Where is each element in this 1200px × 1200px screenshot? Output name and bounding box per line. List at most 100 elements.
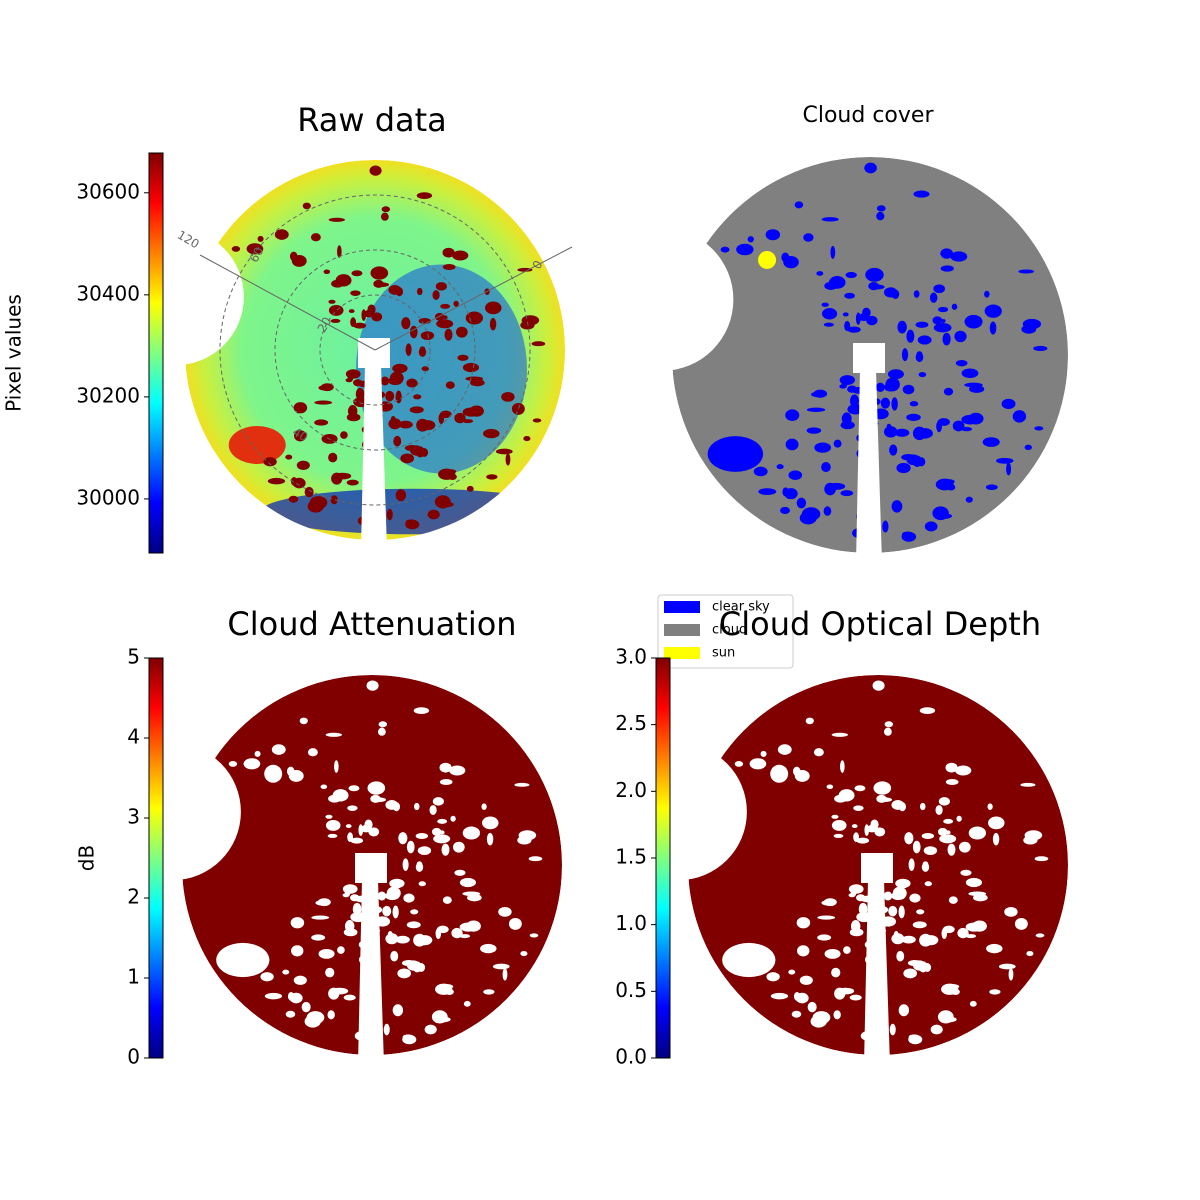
blob	[416, 287, 423, 296]
blob	[392, 363, 408, 374]
blob	[333, 472, 352, 480]
pole-head	[853, 343, 885, 373]
sky-image	[182, 675, 562, 1065]
blob	[922, 861, 929, 866]
blob	[982, 437, 1000, 447]
blob	[913, 190, 930, 198]
blob	[532, 418, 542, 423]
blob	[972, 920, 987, 932]
polar-spoke	[374, 246, 573, 351]
blob	[377, 891, 387, 901]
blob	[956, 815, 962, 822]
blob	[388, 418, 402, 430]
blob	[840, 421, 855, 430]
blob	[327, 1010, 335, 1020]
blob	[932, 316, 943, 325]
y-tick-label: 1.0	[615, 911, 647, 935]
blob	[350, 317, 357, 328]
blob	[450, 815, 456, 822]
blob	[439, 778, 453, 785]
patch	[707, 436, 764, 472]
blob	[958, 841, 971, 853]
blob	[325, 819, 341, 831]
blob	[898, 1004, 910, 1017]
blob	[431, 827, 442, 836]
blob	[783, 256, 799, 269]
blob	[951, 988, 960, 995]
pole	[358, 880, 384, 1065]
blob	[402, 858, 409, 871]
blob	[821, 217, 839, 222]
polar-spoke	[199, 254, 376, 351]
blob	[343, 928, 358, 937]
blob	[891, 800, 905, 810]
blob	[906, 454, 920, 466]
blob	[908, 858, 915, 871]
blob	[291, 945, 304, 957]
blob	[844, 320, 851, 332]
blob	[350, 837, 364, 844]
blob	[766, 972, 780, 982]
blob	[466, 920, 481, 932]
blob	[331, 279, 344, 288]
blob	[440, 984, 454, 989]
blob	[310, 233, 321, 242]
blob	[873, 781, 892, 795]
legend-swatch	[664, 647, 700, 659]
blob	[796, 497, 807, 509]
red-patch	[228, 426, 286, 464]
y-axis-label: Pixel values	[2, 294, 26, 412]
blob	[405, 519, 420, 530]
blob	[883, 891, 893, 901]
pole-head	[355, 853, 387, 883]
blob	[406, 378, 418, 388]
blob	[508, 917, 522, 930]
blob	[407, 960, 420, 971]
blob	[929, 292, 938, 303]
blob	[318, 948, 335, 959]
panel-title: Cloud cover	[803, 103, 935, 128]
blob	[758, 488, 777, 495]
blob	[770, 992, 789, 1000]
blob	[883, 287, 898, 298]
blob	[853, 832, 860, 843]
blob	[930, 1024, 943, 1035]
blob	[377, 727, 386, 736]
blob	[485, 301, 502, 315]
blob	[824, 948, 841, 959]
blob	[882, 520, 889, 533]
y-tick-label: 2.0	[615, 778, 647, 802]
blob	[465, 311, 484, 325]
blob	[462, 826, 481, 840]
blob	[370, 794, 381, 803]
blob	[514, 782, 530, 787]
blob	[437, 501, 454, 508]
blob	[880, 397, 891, 409]
blob	[964, 382, 983, 388]
blob	[416, 192, 433, 200]
blob	[452, 841, 465, 853]
blob	[416, 418, 429, 432]
blob	[439, 410, 452, 419]
blob	[517, 267, 533, 272]
y-tick-label: 5	[127, 645, 140, 669]
blob	[823, 322, 834, 327]
blob	[816, 271, 824, 276]
blob	[948, 896, 958, 904]
blob	[345, 824, 352, 829]
blob	[489, 317, 497, 331]
blob	[915, 321, 929, 328]
blob	[401, 317, 411, 330]
blob	[1006, 462, 1012, 476]
blob	[904, 832, 914, 845]
blob	[876, 211, 885, 221]
blob	[866, 825, 878, 833]
blob	[839, 384, 847, 389]
blob	[883, 727, 892, 736]
blob	[346, 413, 361, 422]
y-tick-label: 3.0	[615, 645, 647, 669]
blob	[788, 969, 796, 975]
blob	[836, 987, 855, 995]
blob	[1024, 444, 1033, 450]
blob	[1008, 968, 1014, 981]
